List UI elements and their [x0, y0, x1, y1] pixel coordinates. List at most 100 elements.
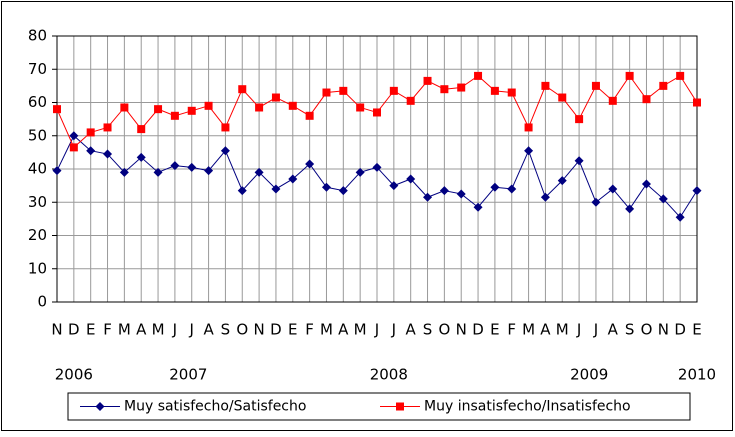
data-point [389, 181, 399, 191]
x-tick-label: A [608, 321, 619, 339]
data-point [355, 167, 365, 177]
data-point [288, 101, 297, 110]
legend-label: Muy insatisfecho/Insatisfecho [424, 399, 631, 415]
data-point [120, 103, 129, 112]
x-tick-label: A [540, 321, 551, 339]
data-point [237, 186, 247, 196]
data-point [406, 174, 416, 184]
x-tick-label: O [438, 321, 450, 339]
data-point [238, 85, 247, 94]
y-tick-label: 0 [37, 293, 47, 311]
data-point [389, 86, 398, 95]
y-tick-label: 30 [28, 193, 47, 211]
data-point [524, 123, 533, 132]
data-point [69, 131, 79, 141]
x-tick-label: S [221, 321, 231, 339]
data-point [271, 184, 281, 194]
x-tick-label: D [472, 321, 484, 339]
y-tick-label: 20 [28, 226, 47, 244]
x-tick-label: M [320, 321, 333, 339]
legend-marker [95, 402, 105, 411]
data-point [625, 204, 635, 214]
year-label: 2006 [55, 366, 93, 384]
data-point [86, 128, 95, 137]
x-tick-label: N [456, 321, 467, 339]
data-point [52, 166, 62, 176]
data-point [373, 108, 381, 117]
year-label: 2010 [678, 366, 716, 384]
data-point [170, 111, 179, 120]
y-tick-label: 60 [28, 93, 47, 111]
x-tick-label: J [391, 321, 396, 339]
data-point [675, 212, 685, 222]
x-tick-label: F [103, 321, 112, 339]
data-point [692, 186, 702, 196]
x-tick-label: M [152, 321, 165, 339]
data-point [339, 86, 348, 95]
data-point [659, 81, 668, 90]
x-tick-label: A [338, 321, 349, 339]
data-point [356, 103, 365, 112]
data-point [423, 76, 432, 85]
x-tick-label: N [253, 321, 264, 339]
x-tick-label: M [556, 321, 569, 339]
x-tick-label: D [674, 321, 686, 339]
data-point [557, 176, 567, 186]
y-tick-label: 10 [28, 259, 47, 277]
data-point [255, 103, 264, 112]
year-label: 2009 [570, 366, 608, 384]
x-tick-label: J [172, 321, 177, 339]
data-point [490, 182, 500, 192]
legend-marker [396, 402, 404, 411]
data-point [221, 123, 230, 132]
x-tick-label: O [641, 321, 653, 339]
x-tick-label: M [522, 321, 535, 339]
x-tick-label: S [625, 321, 635, 339]
data-point [591, 197, 601, 207]
data-point [187, 106, 196, 115]
data-point [474, 71, 483, 80]
data-point [540, 192, 550, 202]
data-point [322, 88, 331, 97]
x-tick-label: N [51, 321, 62, 339]
data-point [625, 71, 634, 80]
year-label: 2008 [370, 366, 408, 384]
legend [67, 392, 691, 421]
chart-border [1, 1, 733, 431]
data-point [456, 189, 466, 199]
data-point [154, 105, 163, 114]
x-tick-label: A [136, 321, 147, 339]
x-tick-label: A [406, 321, 417, 339]
data-point [641, 179, 651, 189]
data-point [170, 161, 180, 171]
data-point [676, 71, 685, 80]
data-point [288, 174, 298, 184]
data-point [137, 125, 146, 134]
data-point [693, 98, 701, 107]
x-tick-label: E [490, 321, 499, 339]
y-tick-label: 70 [28, 60, 47, 78]
data-point [153, 167, 163, 177]
data-point [541, 81, 550, 90]
x-tick-label: M [118, 321, 131, 339]
data-point [103, 149, 113, 159]
x-tick-label: S [423, 321, 433, 339]
data-point [524, 146, 534, 156]
data-point [220, 146, 230, 156]
data-point [423, 192, 433, 202]
data-point [119, 167, 129, 177]
legend-label: Muy satisfecho/Satisfecho [124, 399, 306, 415]
data-point [69, 143, 78, 152]
x-tick-label: E [288, 321, 297, 339]
x-tick-label: M [354, 321, 367, 339]
data-point [507, 184, 517, 194]
x-tick-label: F [507, 321, 516, 339]
x-tick-label: A [203, 321, 214, 339]
x-tick-label: E [692, 321, 701, 339]
data-point [507, 88, 516, 97]
data-point [608, 96, 617, 105]
x-tick-label: D [68, 321, 80, 339]
data-point [271, 93, 280, 102]
y-tick-label: 80 [28, 27, 47, 45]
data-point [338, 186, 348, 196]
